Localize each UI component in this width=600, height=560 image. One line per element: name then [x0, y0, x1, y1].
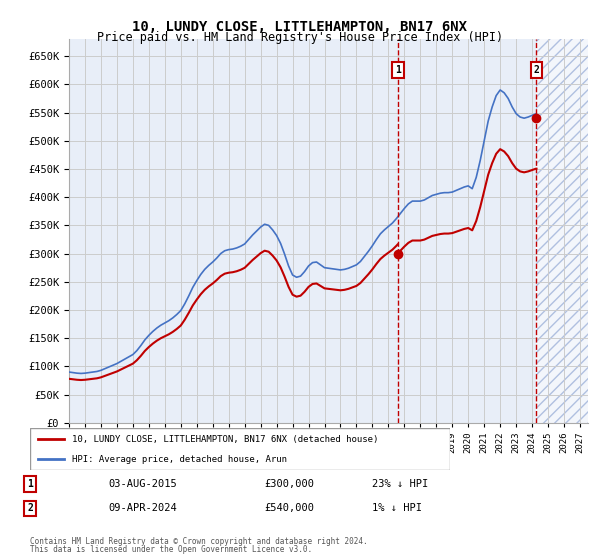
Text: 2: 2 [27, 503, 33, 514]
Text: 10, LUNDY CLOSE, LITTLEHAMPTON, BN17 6NX (detached house): 10, LUNDY CLOSE, LITTLEHAMPTON, BN17 6NX… [72, 435, 379, 444]
Text: 2: 2 [533, 65, 539, 75]
FancyBboxPatch shape [30, 428, 450, 470]
Text: 03-AUG-2015: 03-AUG-2015 [108, 479, 177, 489]
Text: Price paid vs. HM Land Registry's House Price Index (HPI): Price paid vs. HM Land Registry's House … [97, 31, 503, 44]
Text: £540,000: £540,000 [264, 503, 314, 514]
Text: 10, LUNDY CLOSE, LITTLEHAMPTON, BN17 6NX: 10, LUNDY CLOSE, LITTLEHAMPTON, BN17 6NX [133, 20, 467, 34]
Text: 09-APR-2024: 09-APR-2024 [108, 503, 177, 514]
Bar [536, 39, 588, 423]
Text: £300,000: £300,000 [264, 479, 314, 489]
Text: 1: 1 [395, 65, 401, 75]
Text: Contains HM Land Registry data © Crown copyright and database right 2024.: Contains HM Land Registry data © Crown c… [30, 537, 368, 546]
Text: HPI: Average price, detached house, Arun: HPI: Average price, detached house, Arun [72, 455, 287, 464]
Text: 1: 1 [27, 479, 33, 489]
Bar [536, 39, 588, 423]
Text: This data is licensed under the Open Government Licence v3.0.: This data is licensed under the Open Gov… [30, 545, 312, 554]
Text: 23% ↓ HPI: 23% ↓ HPI [372, 479, 428, 489]
Text: 1% ↓ HPI: 1% ↓ HPI [372, 503, 422, 514]
